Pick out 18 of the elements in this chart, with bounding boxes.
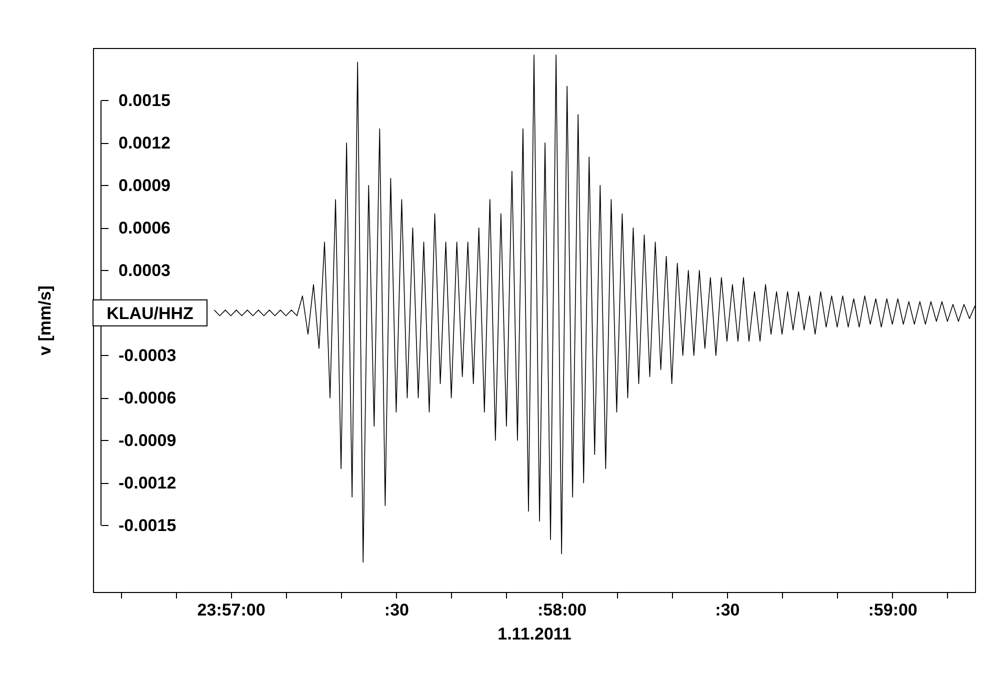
y-tick-label: -0.0009	[118, 430, 176, 450]
y-tick-label: 0.0009	[118, 176, 170, 195]
y-tick-label: -0.0015	[118, 516, 176, 535]
x-axis-title: 1.11.2011	[498, 624, 572, 644]
y-tick-label: -0.0006	[118, 388, 176, 408]
x-tick-label: :59:00	[868, 600, 918, 620]
y-tick-label: -0.0003	[118, 346, 176, 365]
y-tick-label: 0.0012	[118, 133, 170, 152]
y-tick-label: 0.0003	[118, 260, 170, 280]
x-tick-label: :30	[384, 600, 409, 620]
x-tick-label: 23:57:00	[197, 600, 266, 620]
y-tick-label: -0.0012	[118, 473, 176, 492]
annotation: KLAU/HHZ	[106, 304, 194, 323]
y-tick-label: 0.0006	[118, 218, 170, 238]
y-tick-label: 0.0015	[118, 90, 170, 110]
y-axis-title: v [mm/s]	[36, 286, 54, 356]
x-tick-label: :58:00	[537, 600, 587, 620]
x-tick-label: :30	[715, 600, 740, 620]
